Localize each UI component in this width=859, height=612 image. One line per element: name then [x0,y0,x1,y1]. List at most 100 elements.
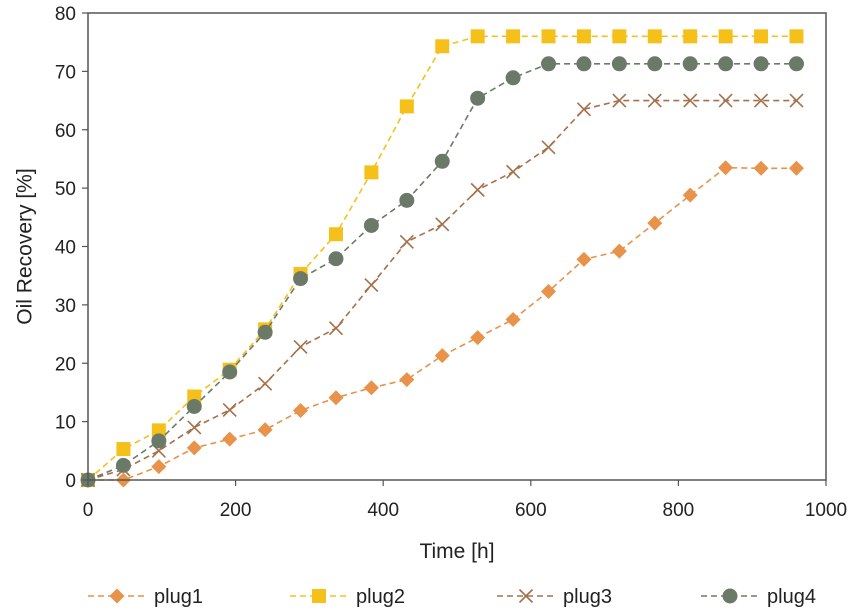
plug4-point [328,251,344,267]
plug3-point [789,93,804,108]
series-layer [80,29,804,488]
plug4-point [222,364,238,380]
plug4-point [505,70,521,86]
plug1-point [186,440,202,456]
x-tick-label: 600 [515,500,547,521]
plug3-point [576,102,592,117]
plug2-point [576,29,591,44]
plug1-series [80,160,804,488]
y-axis-title: Oil Recovery [%] [14,168,37,324]
y-axis-ticks: 0 10 20 30 40 50 60 70 80 [55,4,88,492]
legend: plug1 plug2 plug3 plug4 [88,586,816,608]
plug1-point [788,160,804,176]
plug2-point [470,29,485,44]
legend-plug4-point [722,588,738,604]
plug3-point [612,93,627,108]
plug4-point [470,90,486,106]
plug1-point [151,459,167,475]
plug4-point [682,56,698,72]
x-tick-label: 0 [83,500,94,521]
plug2-point [612,29,627,44]
plug3-point [364,277,379,293]
plug1-point [257,422,273,438]
plug2-point [789,29,804,44]
plug2-point [364,165,379,180]
plug1-point [576,251,592,267]
plug4-point [541,56,557,72]
plug4-point [788,56,804,72]
plug2-point [399,99,414,114]
plug4-point [647,56,663,72]
plug2-line [87,35,797,481]
y-tick-label: 30 [55,296,76,317]
plug3-point [222,402,237,418]
y-tick-label: 20 [55,354,76,375]
x-tick-label: 1000 [805,500,847,521]
plug3-point [258,376,273,391]
plug2-point [718,29,733,44]
plug2-point [506,29,521,44]
plug3-point [470,182,485,197]
x-tick-label: 800 [663,500,695,521]
plug3-point [753,93,769,108]
plug3-point [506,164,521,179]
plug4-point [151,433,167,449]
plug3-point [683,93,698,108]
plug1-point [753,160,769,176]
legend-item-plug1: plug1 [88,586,203,608]
plug3-point [399,234,414,249]
plug1-point [505,311,521,327]
plug1-point [682,187,698,203]
plug2-point [754,29,769,44]
plug2-point [683,29,698,44]
plug1-point [293,403,309,419]
plug3-series [80,93,804,488]
plug1-point [328,390,344,406]
plug2-point [647,29,662,44]
y-tick-label: 40 [55,238,76,259]
x-tick-label: 400 [367,500,399,521]
plug2-point [328,227,343,242]
plug1-point [647,215,663,231]
plug1-point [470,330,486,346]
plug4-point [753,56,769,72]
y-tick-label: 0 [65,471,76,492]
plug2-series [81,29,804,487]
plug3-point [647,93,662,108]
plug1-point [541,283,557,299]
plug4-point [115,457,131,473]
plug3-point [718,93,733,108]
legend-plug1-point [109,588,125,604]
plug1-point [718,160,734,176]
plug2-point [151,423,166,438]
x-axis-title: Time [h] [419,540,494,563]
legend-label: plug2 [356,586,405,608]
plug4-point [611,56,627,72]
legend-label: plug1 [154,586,203,608]
plug1-point [399,372,415,388]
plug4-point [186,398,202,414]
y-tick-label: 10 [55,413,76,434]
plug1-point [222,431,238,447]
plug3-point [293,339,308,354]
plug4-point [399,192,415,208]
plug2-point [116,442,131,457]
y-tick-label: 70 [55,62,76,83]
plug2-point [541,29,556,44]
legend-label: plug4 [767,586,816,608]
x-tick-label: 200 [220,500,252,521]
legend-label: plug3 [563,586,612,608]
plug4-point [363,217,379,233]
plug4-point [434,153,450,169]
y-tick-label: 80 [55,4,76,25]
y-tick-label: 50 [55,179,76,200]
legend-plug3-point [518,588,534,604]
plug4-point [576,56,592,72]
legend-plug2-point [312,589,326,603]
x-axis-ticks: 0 200 400 600 800 1000 [83,480,847,521]
plug1-point [611,243,627,259]
plug3-point [435,217,450,232]
plug4-point [257,324,273,340]
plug4-point [293,271,309,287]
